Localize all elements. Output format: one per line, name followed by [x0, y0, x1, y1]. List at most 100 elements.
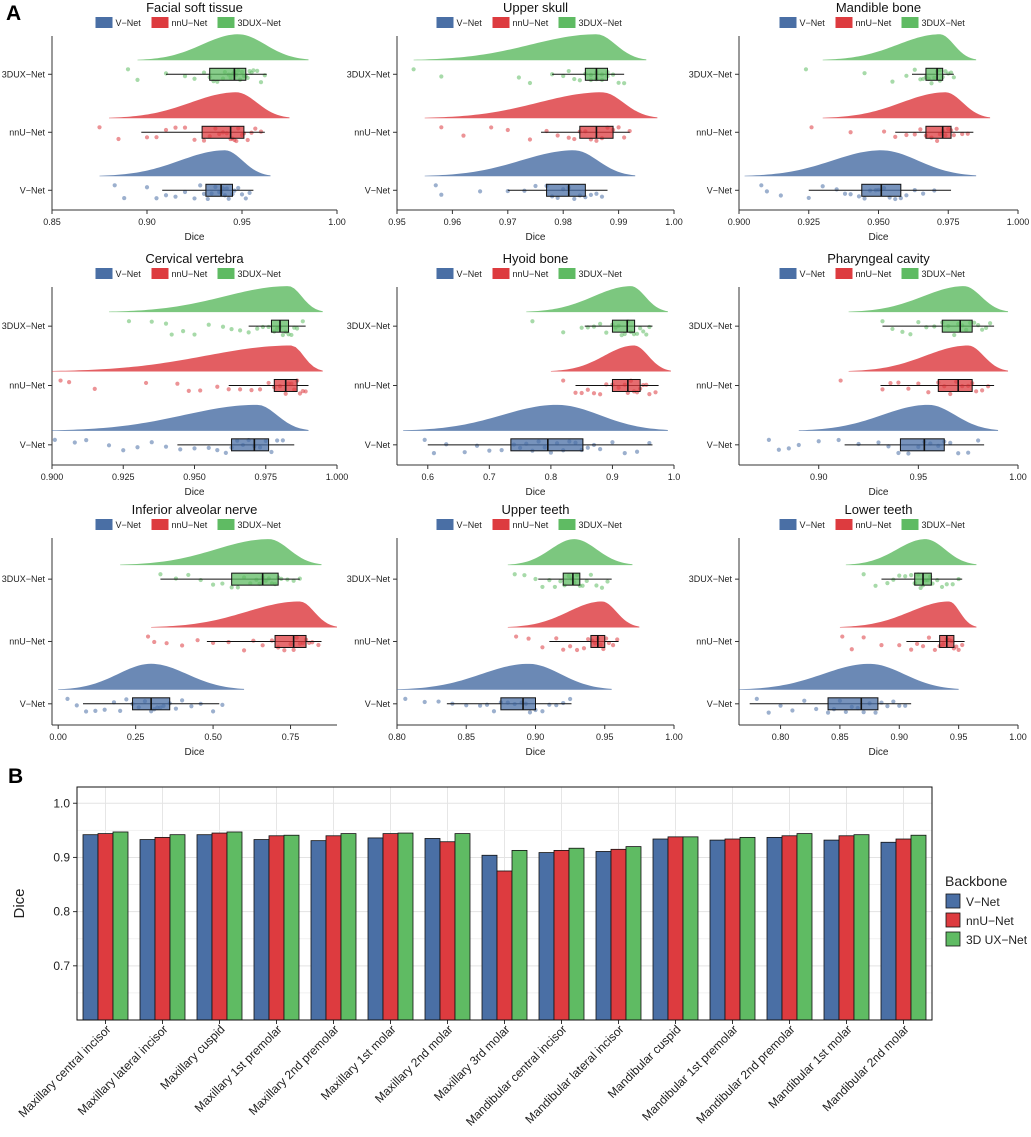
data-point	[149, 319, 154, 324]
data-point	[102, 707, 107, 712]
data-point	[912, 132, 917, 137]
legend-swatch	[779, 17, 797, 28]
data-point	[555, 195, 560, 200]
bar	[253, 839, 270, 1021]
data-point	[530, 319, 535, 324]
x-tick-label: 1.00	[665, 732, 683, 742]
legend-label: V−Net	[457, 520, 483, 530]
data-point	[144, 135, 150, 140]
data-point	[74, 703, 79, 708]
data-point	[210, 582, 216, 587]
y-tick-label: 3DUX−Net	[2, 321, 46, 331]
data-point	[201, 138, 207, 143]
legend-swatch	[779, 519, 797, 530]
legend-entry: 3DUX−Net	[217, 519, 281, 530]
iqr-box	[546, 183, 586, 197]
data-point	[226, 196, 231, 201]
data-point	[229, 326, 234, 332]
data-point	[754, 696, 759, 702]
x-tick-label: 0.900	[728, 217, 751, 227]
data-point	[598, 447, 603, 452]
bar	[367, 837, 384, 1021]
legend-entry: 3DUX−Net	[558, 17, 622, 28]
legend-swatch	[217, 17, 235, 28]
series-v-net	[739, 663, 959, 715]
legend-label: nnU−Net	[856, 269, 892, 279]
legend-swatch	[151, 268, 169, 279]
data-point	[522, 573, 527, 578]
data-point	[568, 644, 573, 649]
data-point	[622, 331, 627, 337]
data-point	[764, 189, 770, 194]
series-nnu-net	[839, 601, 977, 653]
legend-entry: nnU−Net	[835, 268, 892, 279]
data-point	[778, 703, 783, 708]
x-tick-label: 0.95	[233, 217, 251, 227]
density-cloud	[397, 663, 612, 690]
data-point	[594, 138, 599, 143]
data-point	[316, 642, 321, 648]
data-point	[116, 136, 121, 142]
data-point	[622, 81, 627, 86]
data-point	[912, 67, 917, 72]
data-point	[238, 387, 243, 392]
bar	[709, 839, 726, 1021]
bar	[625, 846, 642, 1021]
data-point	[198, 388, 203, 393]
data-point	[888, 380, 893, 386]
data-point	[439, 125, 444, 130]
panel-title: Cervical vertebra	[145, 251, 244, 266]
legend-label: 3DUX−Net	[238, 18, 282, 28]
series-nnu-net	[809, 92, 991, 143]
iqr-box	[510, 438, 584, 452]
legend-swatch	[217, 268, 235, 279]
data-point	[251, 638, 256, 643]
data-point	[604, 330, 609, 335]
data-point	[876, 440, 881, 445]
data-point	[422, 437, 427, 442]
data-point	[796, 442, 801, 448]
data-point	[226, 387, 231, 392]
data-point	[885, 704, 890, 709]
bar	[595, 851, 612, 1021]
data-point	[266, 324, 271, 330]
data-point	[634, 331, 640, 336]
data-point	[220, 702, 225, 707]
data-point	[198, 577, 203, 583]
legend-swatch	[901, 268, 919, 279]
data-point	[154, 135, 159, 140]
bar	[169, 834, 186, 1021]
bar-legend: Backbone V−Net nnU−Net 3D UX−Net	[945, 873, 1028, 947]
iqr-box	[231, 572, 279, 586]
data-point	[890, 326, 895, 332]
data-point	[439, 192, 444, 197]
data-point	[647, 324, 652, 330]
data-point	[173, 706, 179, 711]
data-point	[647, 440, 652, 446]
y-tick-label: V−Net	[365, 699, 391, 709]
x-axis-title: Dice	[184, 487, 204, 498]
x-tick-label: 1.00	[665, 217, 683, 227]
data-point	[154, 196, 159, 201]
x-tick-label: 0.99	[610, 217, 628, 227]
data-point	[245, 75, 250, 81]
data-point	[220, 324, 226, 329]
data-point	[295, 326, 300, 331]
data-point	[251, 68, 256, 73]
data-point	[260, 643, 265, 648]
y-tick-label: 3DUX−Net	[689, 69, 733, 79]
data-point	[568, 696, 573, 702]
data-point	[249, 388, 254, 393]
density-cloud	[507, 601, 640, 628]
data-point	[960, 642, 965, 648]
x-tick-label: 0.80	[388, 732, 406, 742]
data-point	[163, 127, 169, 133]
data-point	[814, 706, 819, 712]
y-tick-label: 3DUX−Net	[2, 574, 46, 584]
data-point	[891, 577, 896, 582]
legend-entry: V−Net	[779, 17, 825, 28]
data-point	[198, 183, 203, 188]
data-point	[462, 450, 467, 455]
data-point	[759, 183, 764, 188]
